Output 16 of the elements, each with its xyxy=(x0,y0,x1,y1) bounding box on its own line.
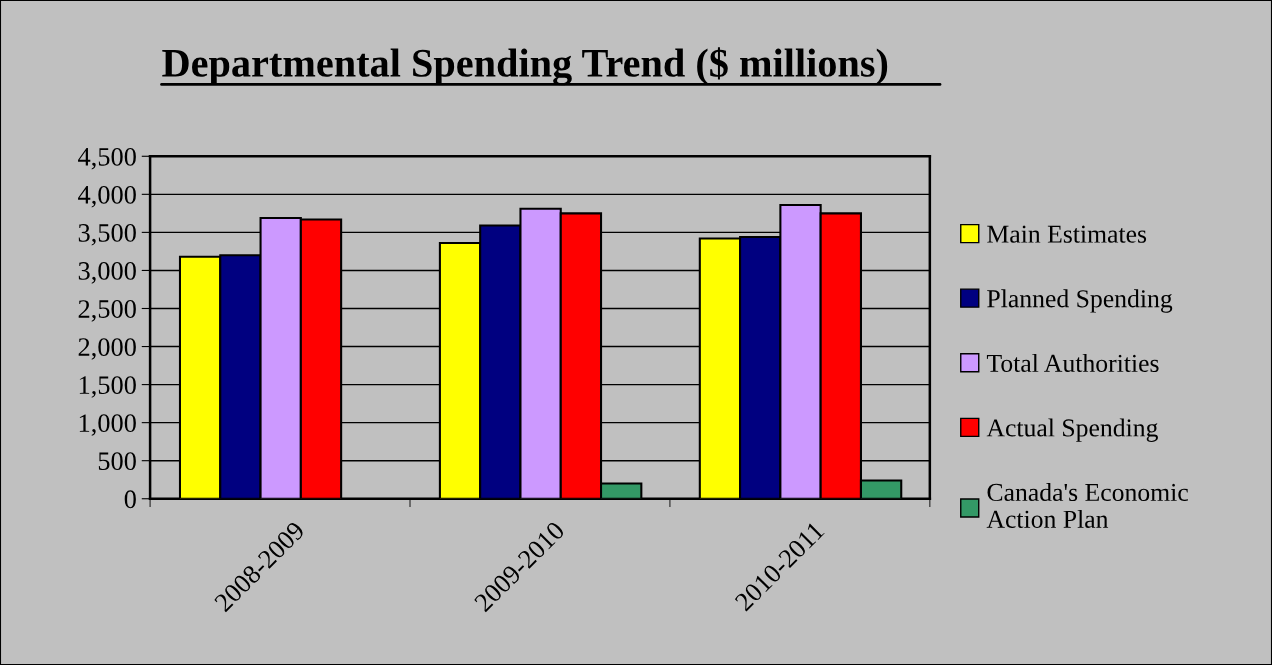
y-tick-label: 500 xyxy=(98,452,136,471)
y-tick-label: 1,000 xyxy=(79,414,136,436)
y-tick-label: 3,000 xyxy=(78,262,136,284)
y-tick-label: 3,500 xyxy=(78,223,136,246)
legend-label: Canada's Economic Action Plan xyxy=(986,483,1188,528)
legend-label: Main Estimates xyxy=(987,225,1147,243)
y-tick-label: 4,500 xyxy=(78,147,136,170)
y-tick-label: 4,000 xyxy=(78,185,136,208)
chart-title: Departmental Spending Trend ($ millions) xyxy=(162,47,888,86)
y-tick-label: 1,500 xyxy=(79,376,136,398)
legend-label: Planned Spending xyxy=(987,289,1173,313)
legend-label: Total Authorities xyxy=(986,353,1159,373)
y-tick-label: 0 xyxy=(124,490,136,509)
y-tick-label: 2,000 xyxy=(78,338,136,360)
legend-label: Actual Spending xyxy=(986,418,1158,442)
y-tick-label: 2,500 xyxy=(78,300,136,322)
